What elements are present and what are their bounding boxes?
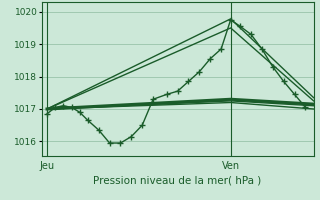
X-axis label: Pression niveau de la mer( hPa ): Pression niveau de la mer( hPa )	[93, 175, 262, 185]
